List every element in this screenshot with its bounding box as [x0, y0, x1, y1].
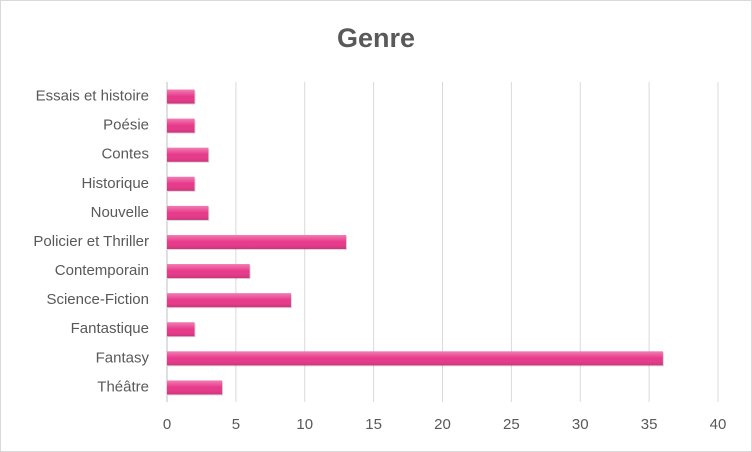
y-tick-label: Théâtre	[97, 378, 149, 395]
bar-shine	[167, 89, 195, 104]
x-tick-label: 20	[434, 416, 451, 433]
y-tick-label: Fantasy	[96, 349, 150, 366]
x-tick-label: 10	[296, 416, 313, 433]
bar-shine	[167, 235, 347, 249]
x-tick-label: 30	[572, 416, 589, 433]
bar-shine	[167, 118, 195, 133]
x-tick-label: 25	[503, 416, 520, 433]
x-tick-label: 0	[163, 416, 171, 433]
y-tick-label: Contes	[101, 146, 149, 163]
bar-shine	[167, 176, 195, 191]
bar-shine	[167, 147, 209, 162]
y-tick-label: Nouvelle	[91, 204, 149, 221]
x-tick-label: 15	[365, 416, 382, 433]
bar-shine	[167, 322, 195, 337]
bar-shine	[167, 264, 250, 279]
bar-shine	[167, 205, 209, 220]
x-tick-label: 5	[232, 416, 240, 433]
bar-shine	[167, 351, 663, 366]
x-tick-label: 35	[641, 416, 658, 433]
chart-title: Genre	[337, 23, 415, 53]
bar-shine	[167, 380, 223, 395]
bar-shine	[167, 293, 291, 308]
y-tick-label: Essais et histoire	[36, 88, 149, 105]
y-tick-label: Historique	[81, 175, 149, 192]
y-tick-label: Science-Fiction	[46, 291, 149, 308]
y-tick-label: Policier et Thriller	[33, 233, 149, 250]
y-tick-label: Fantastique	[71, 320, 149, 337]
y-tick-label: Contemporain	[55, 262, 149, 279]
x-tick-label: 40	[710, 416, 727, 433]
y-tick-label: Poésie	[103, 117, 149, 134]
